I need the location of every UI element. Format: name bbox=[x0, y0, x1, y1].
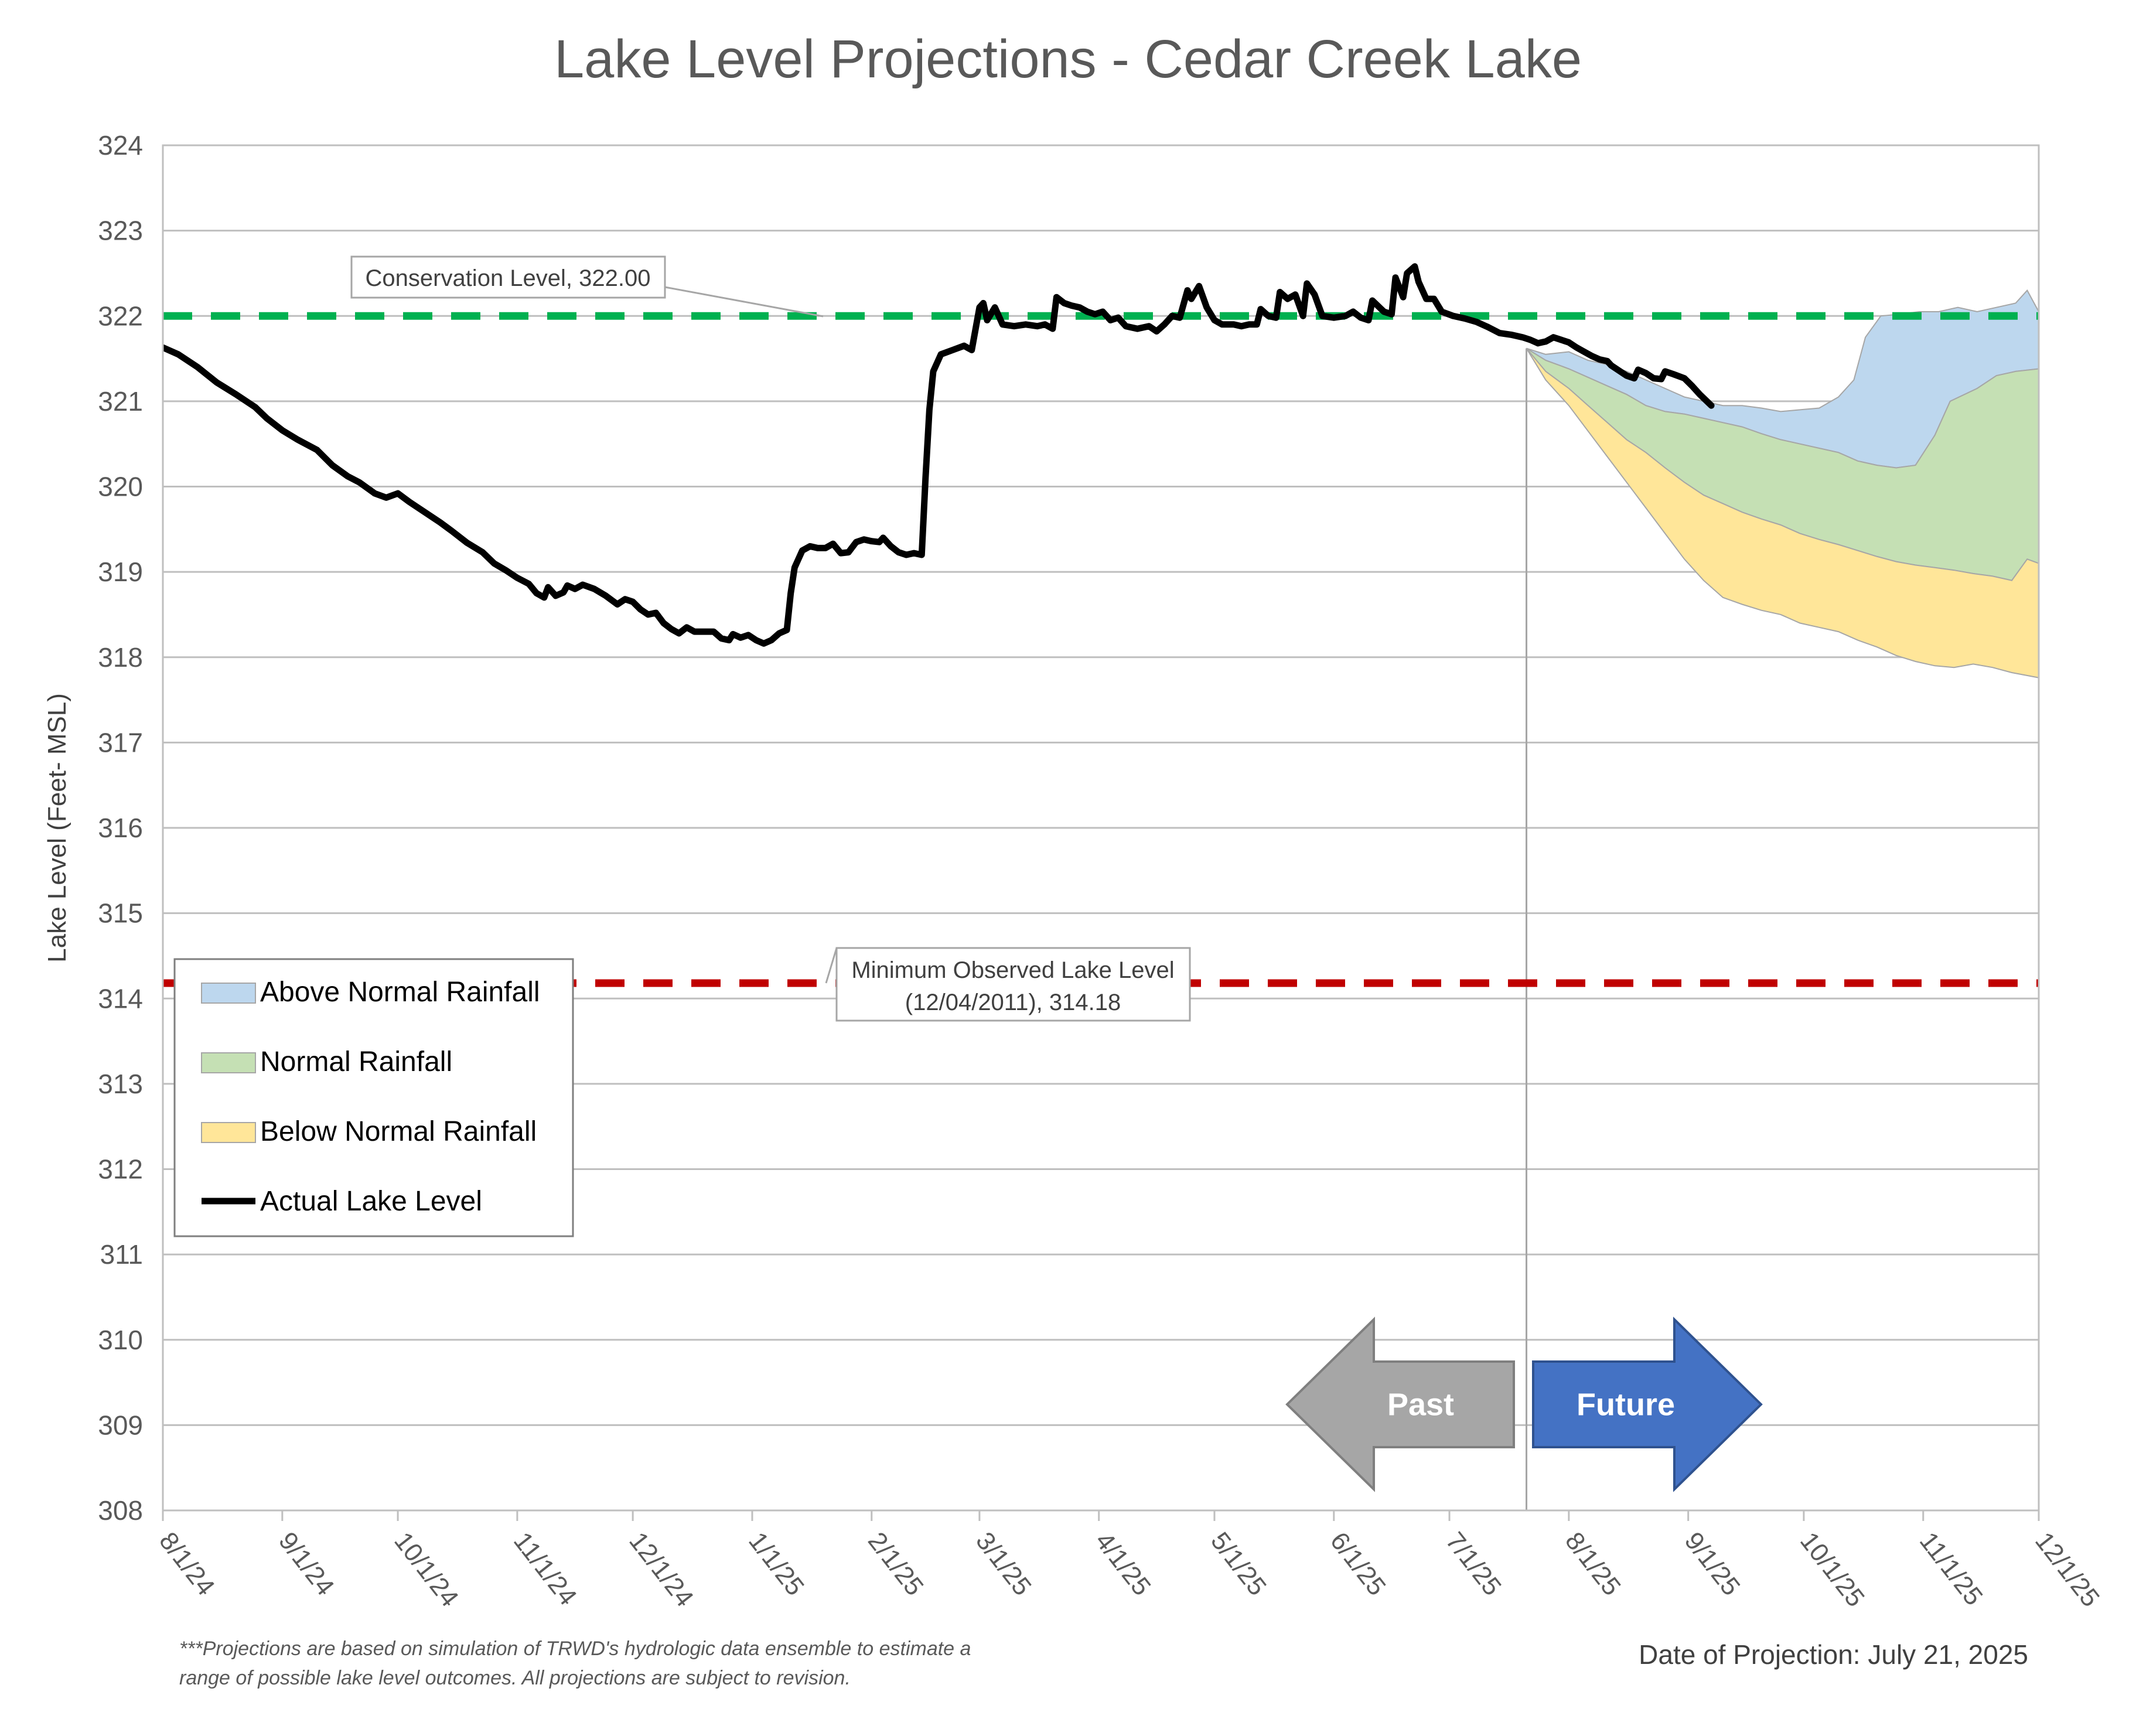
legend-label-above-normal: Above Normal Rainfall bbox=[260, 977, 540, 1008]
y-tick-label: 316 bbox=[98, 813, 143, 843]
actual-level-series bbox=[163, 263, 1715, 647]
y-tick-label: 312 bbox=[98, 1154, 143, 1185]
band-below-normal-rainfall bbox=[1526, 347, 2039, 678]
minimum-callout: Minimum Observed Lake Level (12/04/2011)… bbox=[825, 947, 1191, 1022]
series-actual-lake-level bbox=[163, 263, 1541, 647]
minimum-callout-box bbox=[835, 947, 1191, 1022]
minimum-callout-leader bbox=[825, 947, 838, 984]
past-arrow-shape bbox=[1285, 1317, 1515, 1492]
y-tick-label: 323 bbox=[98, 216, 143, 246]
y-tick-label: 321 bbox=[98, 386, 143, 417]
y-tick-label: 319 bbox=[98, 557, 143, 587]
y-tick-label: 320 bbox=[98, 472, 143, 502]
plot-area-border bbox=[162, 144, 2040, 1512]
conservation-callout-box bbox=[350, 255, 666, 299]
future-arrow-shape bbox=[1532, 1317, 1763, 1492]
chart-title: Lake Level Projections - Cedar Creek Lak… bbox=[554, 29, 1582, 89]
y-tick-label: 313 bbox=[98, 1069, 143, 1099]
minimum-callout-text-line1: Minimum Observed Lake Level bbox=[851, 957, 1174, 983]
series-actual-lake-level-recent bbox=[1534, 334, 1715, 409]
legend-swatch-below-normal bbox=[201, 1122, 256, 1143]
past-arrow: Past bbox=[1285, 1317, 1515, 1492]
projection-bands bbox=[1526, 289, 2039, 678]
y-tick-label: 324 bbox=[98, 130, 143, 161]
conservation-callout-leader bbox=[664, 286, 824, 318]
y-tick-label: 309 bbox=[98, 1410, 143, 1440]
legend-label-below-normal: Below Normal Rainfall bbox=[260, 1116, 537, 1147]
future-arrow-label: Future bbox=[1577, 1387, 1675, 1422]
footnote-line1: ***Projections are based on simulation o… bbox=[179, 1638, 971, 1660]
legend-swatch-normal bbox=[201, 1052, 256, 1073]
y-tick-label: 308 bbox=[98, 1495, 143, 1526]
future-arrow: Future bbox=[1532, 1317, 1763, 1492]
legend: Above Normal Rainfall Normal Rainfall Be… bbox=[173, 958, 574, 1237]
y-axis-ticks: 308 309 310 311 312 313 314 315 316 317 318 319 320 3… bbox=[98, 130, 143, 1526]
footnote-line2: range of possible lake level outcomes. A… bbox=[179, 1667, 851, 1689]
y-tick-label: 311 bbox=[100, 1239, 143, 1270]
minimum-callout-text-line2: (12/04/2011), 314.18 bbox=[905, 990, 1121, 1015]
y-tick-label: 322 bbox=[98, 301, 143, 331]
conservation-callout: Conservation Level, 322.00 bbox=[350, 255, 824, 318]
y-tick-label: 315 bbox=[98, 898, 143, 929]
y-tick-label: 310 bbox=[98, 1325, 143, 1355]
y-tick-label: 318 bbox=[98, 642, 143, 673]
legend-swatch-above-normal bbox=[201, 983, 256, 1004]
y-tick-label: 314 bbox=[98, 983, 143, 1014]
legend-label-actual-level: Actual Lake Level bbox=[260, 1186, 482, 1217]
projection-date-label: Date of Projection: July 21, 2025 bbox=[1639, 1639, 2028, 1670]
y-axis-label: Lake Level (Feet- MSL) bbox=[43, 693, 71, 963]
legend-label-normal: Normal Rainfall bbox=[260, 1046, 452, 1077]
y-tick-label: 317 bbox=[98, 727, 143, 758]
past-arrow-label: Past bbox=[1387, 1387, 1454, 1422]
conservation-callout-text: Conservation Level, 322.00 bbox=[366, 265, 651, 291]
legend-box bbox=[173, 958, 574, 1237]
